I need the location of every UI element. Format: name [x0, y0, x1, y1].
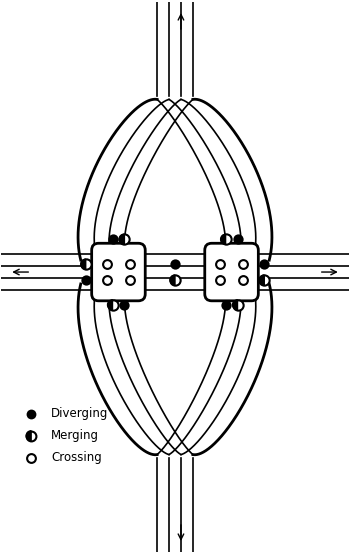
- Point: [172, 275, 178, 284]
- Point: [83, 260, 89, 269]
- Wedge shape: [220, 234, 226, 244]
- Point: [28, 409, 34, 418]
- Point: [241, 275, 246, 284]
- Point: [235, 235, 240, 244]
- Point: [121, 300, 127, 309]
- Point: [110, 300, 115, 309]
- Point: [121, 235, 127, 244]
- Point: [261, 260, 267, 269]
- Point: [223, 300, 229, 309]
- FancyBboxPatch shape: [92, 243, 145, 301]
- Wedge shape: [119, 234, 124, 244]
- Point: [104, 275, 109, 284]
- Wedge shape: [259, 275, 264, 285]
- FancyBboxPatch shape: [205, 243, 258, 301]
- Point: [261, 275, 267, 284]
- Text: Crossing: Crossing: [51, 451, 102, 464]
- Point: [217, 260, 223, 269]
- Point: [28, 453, 34, 462]
- Wedge shape: [232, 300, 238, 310]
- Point: [104, 260, 109, 269]
- Point: [235, 300, 240, 309]
- Point: [127, 260, 133, 269]
- Text: Diverging: Diverging: [51, 407, 108, 420]
- Wedge shape: [81, 259, 86, 269]
- Wedge shape: [170, 275, 175, 285]
- Point: [223, 235, 229, 244]
- Wedge shape: [107, 300, 112, 310]
- Point: [83, 275, 89, 284]
- Point: [127, 275, 133, 284]
- Text: Merging: Merging: [51, 429, 99, 442]
- Point: [217, 275, 223, 284]
- Point: [110, 235, 115, 244]
- Point: [172, 260, 178, 269]
- Point: [241, 260, 246, 269]
- Wedge shape: [26, 431, 31, 440]
- Point: [28, 432, 34, 440]
